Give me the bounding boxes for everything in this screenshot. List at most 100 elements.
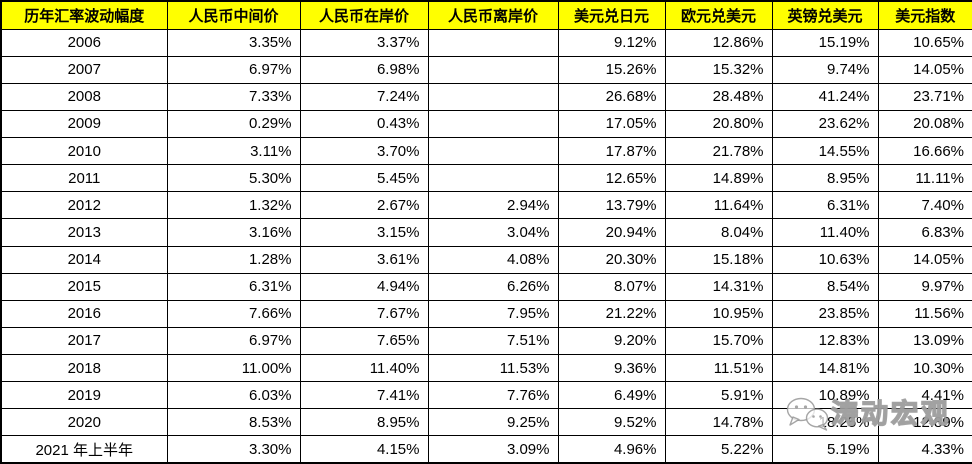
value-cell: 12.83% <box>771 326 879 356</box>
table-body: 2006 3.35% 3.37% 9.12% 12.86% 15.19% 10.65% 200… <box>0 28 972 464</box>
value-cell <box>427 28 559 57</box>
header-cell: 历年汇率波动幅度 <box>0 0 168 30</box>
year-cell: 2014 <box>0 245 168 274</box>
value-cell: 7.40% <box>877 191 972 220</box>
value-cell: 9.74% <box>771 55 879 84</box>
value-cell: 11.51% <box>664 353 773 383</box>
table-row: 2011 5.30% 5.45% 12.65% 14.89% 8.95% 11.11% <box>0 164 972 193</box>
value-cell: 0.29% <box>166 109 301 139</box>
value-cell: 6.49% <box>557 381 666 410</box>
value-cell <box>427 164 559 193</box>
value-cell: 6.31% <box>166 272 301 301</box>
header-cell: 欧元兑美元 <box>664 0 773 30</box>
value-cell: 13.79% <box>557 191 666 220</box>
value-cell: 12.89% <box>877 408 972 437</box>
value-cell: 15.26% <box>557 55 666 84</box>
value-cell: 6.83% <box>877 218 972 247</box>
table-row: 2008 7.33% 7.24% 26.68% 28.48% 41.24% 23.71% <box>0 82 972 111</box>
table-row: 2018 11.00% 11.40% 11.53% 9.36% 11.51% 14.81% 1… <box>0 353 972 383</box>
value-cell: 4.33% <box>877 435 972 464</box>
value-cell: 26.68% <box>557 82 666 111</box>
value-cell: 17.05% <box>557 109 666 139</box>
value-cell: 3.37% <box>299 28 429 57</box>
value-cell: 20.08% <box>877 109 972 139</box>
value-cell: 8.07% <box>557 272 666 301</box>
value-cell: 1.32% <box>166 191 301 220</box>
value-cell: 3.61% <box>299 245 429 274</box>
table-row: 2017 6.97% 7.65% 7.51% 9.20% 15.70% 12.83% 13.0… <box>0 326 972 356</box>
value-cell: 7.67% <box>299 299 429 328</box>
value-cell: 20.80% <box>664 109 773 139</box>
value-cell: 5.30% <box>166 164 301 193</box>
table-row: 2007 6.97% 6.98% 15.26% 15.32% 9.74% 14.05% <box>0 55 972 84</box>
year-cell: 2020 <box>0 408 168 437</box>
value-cell: 5.22% <box>664 435 773 464</box>
value-cell: 4.41% <box>877 381 972 410</box>
table-row: 2019 6.03% 7.41% 7.76% 6.49% 5.91% 10.89% 4.41% <box>0 381 972 410</box>
value-cell: 23.71% <box>877 82 972 111</box>
value-cell: 3.15% <box>299 218 429 247</box>
header-cell: 人民币离岸价 <box>427 0 559 30</box>
value-cell: 10.89% <box>771 381 879 410</box>
value-cell <box>427 82 559 111</box>
value-cell: 7.24% <box>299 82 429 111</box>
value-cell: 15.18% <box>664 245 773 274</box>
value-cell: 7.33% <box>166 82 301 111</box>
table-row: 2021 年上半年 3.30% 4.15% 3.09% 4.96% 5.22% 5.19% 4… <box>0 435 972 464</box>
value-cell: 20.94% <box>557 218 666 247</box>
value-cell: 8.04% <box>664 218 773 247</box>
value-cell: 20.30% <box>557 245 666 274</box>
year-cell: 2013 <box>0 218 168 247</box>
value-cell: 7.65% <box>299 326 429 356</box>
year-cell: 2006 <box>0 28 168 57</box>
year-cell: 2017 <box>0 326 168 356</box>
year-cell: 2012 <box>0 191 168 220</box>
header-cell: 英镑兑美元 <box>771 0 879 30</box>
value-cell: 6.03% <box>166 381 301 410</box>
value-cell: 2.94% <box>427 191 559 220</box>
value-cell: 9.36% <box>557 353 666 383</box>
header-row: 历年汇率波动幅度 人民币中间价 人民币在岸价 人民币离岸价 美元兑日元 欧元兑美元 英镑兑美… <box>0 0 972 30</box>
year-cell: 2016 <box>0 299 168 328</box>
table-row: 2012 1.32% 2.67% 2.94% 13.79% 11.64% 6.31% 7.40… <box>0 191 972 220</box>
value-cell: 8.53% <box>166 408 301 437</box>
value-cell: 2.67% <box>299 191 429 220</box>
value-cell: 4.96% <box>557 435 666 464</box>
value-cell <box>427 55 559 84</box>
value-cell: 9.52% <box>557 408 666 437</box>
value-cell: 14.05% <box>877 55 972 84</box>
value-cell: 1.28% <box>166 245 301 274</box>
value-cell: 9.25% <box>427 408 559 437</box>
value-cell: 7.41% <box>299 381 429 410</box>
value-cell: 10.63% <box>771 245 879 274</box>
value-cell: 4.15% <box>299 435 429 464</box>
value-cell: 11.00% <box>166 353 301 383</box>
value-cell: 13.09% <box>877 326 972 356</box>
year-cell: 2019 <box>0 381 168 410</box>
value-cell: 10.30% <box>877 353 972 383</box>
value-cell: 16.66% <box>877 136 972 166</box>
value-cell: 14.78% <box>664 408 773 437</box>
value-cell: 12.65% <box>557 164 666 193</box>
year-cell: 2011 <box>0 164 168 193</box>
value-cell: 6.26% <box>427 272 559 301</box>
value-cell: 6.31% <box>771 191 879 220</box>
value-cell: 21.22% <box>557 299 666 328</box>
value-cell: 6.97% <box>166 55 301 84</box>
value-cell: 21.78% <box>664 136 773 166</box>
header-cell: 美元指数 <box>877 0 972 30</box>
value-cell: 14.81% <box>771 353 879 383</box>
table-row: 2009 0.29% 0.43% 17.05% 20.80% 23.62% 20.08% <box>0 109 972 139</box>
value-cell: 7.66% <box>166 299 301 328</box>
value-cell: 3.30% <box>166 435 301 464</box>
value-cell: 10.65% <box>877 28 972 57</box>
value-cell: 3.09% <box>427 435 559 464</box>
value-cell: 17.87% <box>557 136 666 166</box>
value-cell: 5.91% <box>664 381 773 410</box>
value-cell: 12.86% <box>664 28 773 57</box>
value-cell: 15.70% <box>664 326 773 356</box>
table-row: 2015 6.31% 4.94% 6.26% 8.07% 14.31% 8.54% 9.97% <box>0 272 972 301</box>
value-cell: 8.95% <box>771 164 879 193</box>
value-cell: 5.45% <box>299 164 429 193</box>
